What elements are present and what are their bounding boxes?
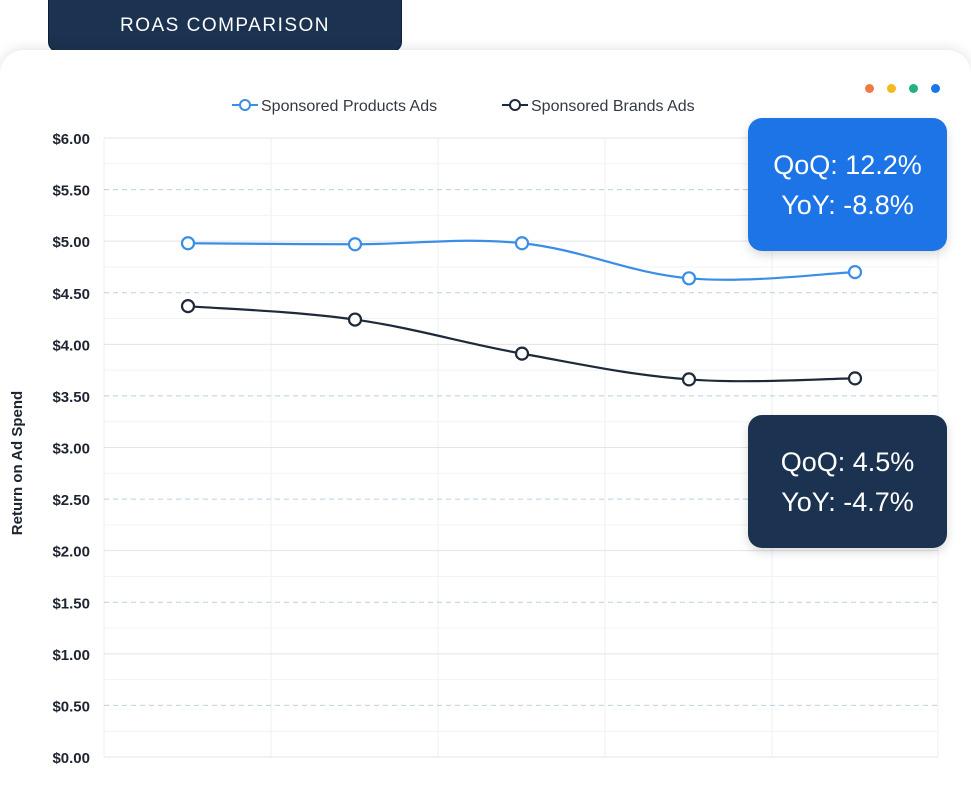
y-axis-title: Return on Ad Spend bbox=[9, 391, 26, 535]
chart-title-tab: ROAS COMPARISON bbox=[48, 0, 402, 52]
products-yoy-label: YoY: -8.8% bbox=[781, 189, 914, 220]
y-tick-label: $1.00 bbox=[52, 647, 90, 664]
y-tick-label: $4.50 bbox=[52, 286, 90, 303]
y-tick-label: $6.00 bbox=[52, 131, 90, 148]
brands-data-point bbox=[847, 371, 863, 386]
products-data-point bbox=[847, 265, 863, 280]
legend-products-label: Sponsored Products Ads bbox=[261, 98, 437, 115]
y-tick-label: $1.50 bbox=[52, 595, 90, 612]
y-tick-label: $5.00 bbox=[52, 234, 90, 251]
brands-data-point bbox=[514, 346, 530, 361]
brands-data-point bbox=[681, 372, 697, 387]
brands-data-point bbox=[347, 312, 363, 327]
legend-brands-marker-icon bbox=[509, 99, 521, 111]
y-tick-label: $3.50 bbox=[52, 389, 90, 406]
dot-green-icon bbox=[909, 84, 918, 93]
dot-orange-icon bbox=[865, 84, 874, 93]
products-qoq-label: QoQ: 12.2% bbox=[773, 149, 922, 180]
products-data-point bbox=[180, 236, 196, 251]
legend-brands-label: Sponsored Brands Ads bbox=[531, 98, 695, 115]
dot-blue-icon bbox=[931, 84, 940, 93]
y-tick-label: $3.00 bbox=[52, 441, 90, 458]
y-tick-label: $0.00 bbox=[52, 750, 90, 767]
brands-change-callout: QoQ: 4.5% YoY: -4.7% bbox=[748, 415, 947, 548]
y-tick-label: $2.50 bbox=[52, 492, 90, 509]
y-tick-label: $4.00 bbox=[52, 337, 90, 354]
products-data-point bbox=[681, 271, 697, 286]
y-tick-label: $2.00 bbox=[52, 544, 90, 561]
brands-data-point bbox=[180, 299, 196, 314]
window-dots bbox=[865, 84, 940, 93]
brands-yoy-label: YoY: -4.7% bbox=[781, 486, 914, 517]
products-data-point bbox=[347, 237, 363, 252]
chart-title-label: ROAS COMPARISON bbox=[119, 14, 331, 36]
products-data-point bbox=[514, 236, 530, 251]
y-tick-label: $0.50 bbox=[52, 698, 90, 715]
dot-yellow-icon bbox=[887, 84, 896, 93]
products-change-callout: QoQ: 12.2% YoY: -8.8% bbox=[748, 118, 947, 251]
y-tick-label: $5.50 bbox=[52, 183, 90, 200]
brands-qoq-label: QoQ: 4.5% bbox=[780, 446, 915, 477]
legend-products-marker-icon bbox=[239, 99, 251, 111]
